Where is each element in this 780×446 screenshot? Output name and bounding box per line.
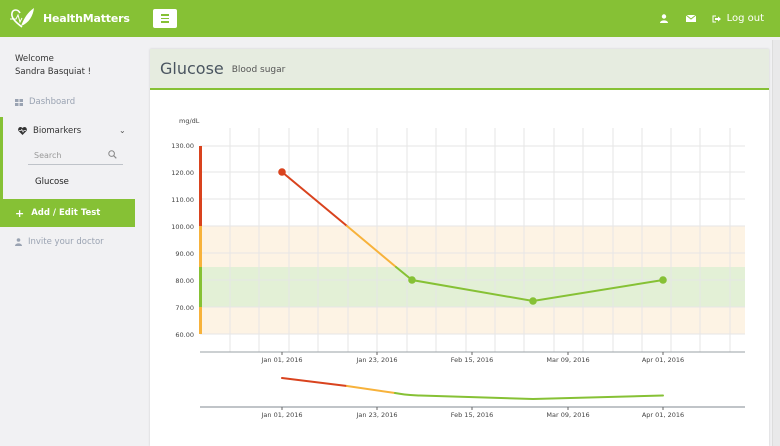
- data-point[interactable]: [408, 276, 416, 284]
- add-test-label: Add / Edit Test: [31, 208, 101, 218]
- glucose-data-points: [278, 168, 667, 305]
- sidebar-item-glucose[interactable]: Glucose: [35, 177, 69, 187]
- sidebar-item-dashboard[interactable]: Dashboard: [15, 97, 75, 107]
- page-subtitle: Blood sugar: [231, 65, 286, 75]
- y-axis-label: mg/dL: [179, 117, 200, 125]
- data-point[interactable]: [529, 297, 537, 305]
- y-tick: 110.00: [171, 196, 194, 204]
- x-tick: Jan 23, 2016: [355, 356, 397, 364]
- navigator-x-tick: Apr 01, 2016: [642, 411, 684, 419]
- hamburger-icon-bar: [161, 17, 169, 20]
- data-point[interactable]: [278, 168, 286, 176]
- vertical-gridlines: [229, 128, 731, 352]
- glucose-series-line: [281, 171, 664, 303]
- x-tick: Apr 01, 2016: [642, 356, 684, 364]
- chart-navigator[interactable]: Jan 01, 2016 Jan 23, 2016 Feb 15, 2016 M…: [200, 377, 745, 419]
- envelope-icon[interactable]: [685, 15, 696, 22]
- borderline-band-lower: [200, 307, 745, 334]
- panel-header: Glucose Blood sugar: [150, 49, 769, 90]
- user-name: Sandra Basquiat !: [15, 67, 92, 77]
- logout-label: Log out: [726, 13, 764, 24]
- brand-name: HealthMatters: [43, 11, 130, 25]
- top-navbar: HealthMatters Log out: [0, 0, 780, 37]
- plus-icon: +: [15, 206, 25, 220]
- heartbeat-icon: [18, 127, 27, 135]
- y-tick: 90.00: [175, 250, 194, 258]
- sidebar-item-biomarkers[interactable]: Biomarkers: [18, 126, 81, 136]
- heart-leaf-logo-icon: [10, 8, 34, 28]
- x-tick: Mar 09, 2016: [546, 356, 589, 364]
- x-axis-ticks: Jan 01, 2016 Jan 23, 2016 Feb 15, 2016 M…: [260, 356, 684, 364]
- sidebar-item-label: Invite your doctor: [28, 237, 104, 247]
- x-tick: Feb 15, 2016: [451, 356, 494, 364]
- y-tick: 120.00: [171, 169, 194, 177]
- sidebar: Welcome Sandra Basquiat ! Dashboard Biom…: [0, 37, 148, 446]
- welcome-message: Welcome Sandra Basquiat !: [15, 53, 91, 79]
- search-icon[interactable]: [108, 150, 117, 159]
- x-tick: Jan 01, 2016: [260, 356, 302, 364]
- biomarker-search: [28, 147, 123, 165]
- sidebar-group-biomarkers: Biomarkers ⌄ Glucose: [0, 117, 135, 199]
- y-tick: 60.00: [175, 331, 194, 339]
- page-scrollbar[interactable]: [772, 40, 780, 446]
- chevron-down-icon[interactable]: ⌄: [119, 126, 126, 135]
- y-axis-ticks: 130.00 120.00 110.00 100.00 90.00 80.00 …: [171, 142, 194, 339]
- brand[interactable]: HealthMatters: [8, 6, 130, 30]
- range-indicator-bar: [199, 146, 202, 334]
- navigator-x-tick: Jan 01, 2016: [260, 411, 302, 419]
- sign-out-icon: [712, 15, 721, 22]
- add-edit-test-button[interactable]: + Add / Edit Test: [0, 199, 135, 227]
- dashboard-grid-icon: [15, 98, 23, 106]
- y-tick: 80.00: [175, 277, 194, 285]
- x-axis-tick-marks: [281, 352, 664, 355]
- y-tick: 100.00: [171, 223, 194, 231]
- menu-toggle-button[interactable]: [153, 9, 177, 28]
- search-input[interactable]: [28, 151, 103, 160]
- data-point[interactable]: [659, 276, 667, 284]
- hamburger-icon-bar: [161, 21, 169, 23]
- navigator-x-tick: Jan 23, 2016: [355, 411, 397, 419]
- navigator-x-tick: Mar 09, 2016: [546, 411, 589, 419]
- sidebar-item-label: Biomarkers: [33, 126, 82, 136]
- sidebar-item-label: Dashboard: [29, 97, 76, 107]
- top-actions: Log out: [659, 0, 764, 37]
- y-tick: 130.00: [171, 142, 194, 150]
- normal-band: [200, 267, 745, 307]
- y-tick: 70.00: [175, 304, 194, 312]
- welcome-line: Welcome: [15, 54, 54, 64]
- sidebar-item-invite-doctor[interactable]: Invite your doctor: [15, 237, 104, 247]
- borderline-band-upper: [200, 226, 745, 267]
- horizontal-gridlines: [200, 145, 745, 335]
- user-icon[interactable]: [659, 14, 668, 23]
- logout-button[interactable]: Log out: [712, 13, 764, 24]
- page-title: Glucose: [160, 59, 224, 78]
- user-md-icon: [15, 238, 22, 246]
- navigator-x-tick: Feb 15, 2016: [451, 411, 494, 419]
- hamburger-icon: [161, 14, 169, 16]
